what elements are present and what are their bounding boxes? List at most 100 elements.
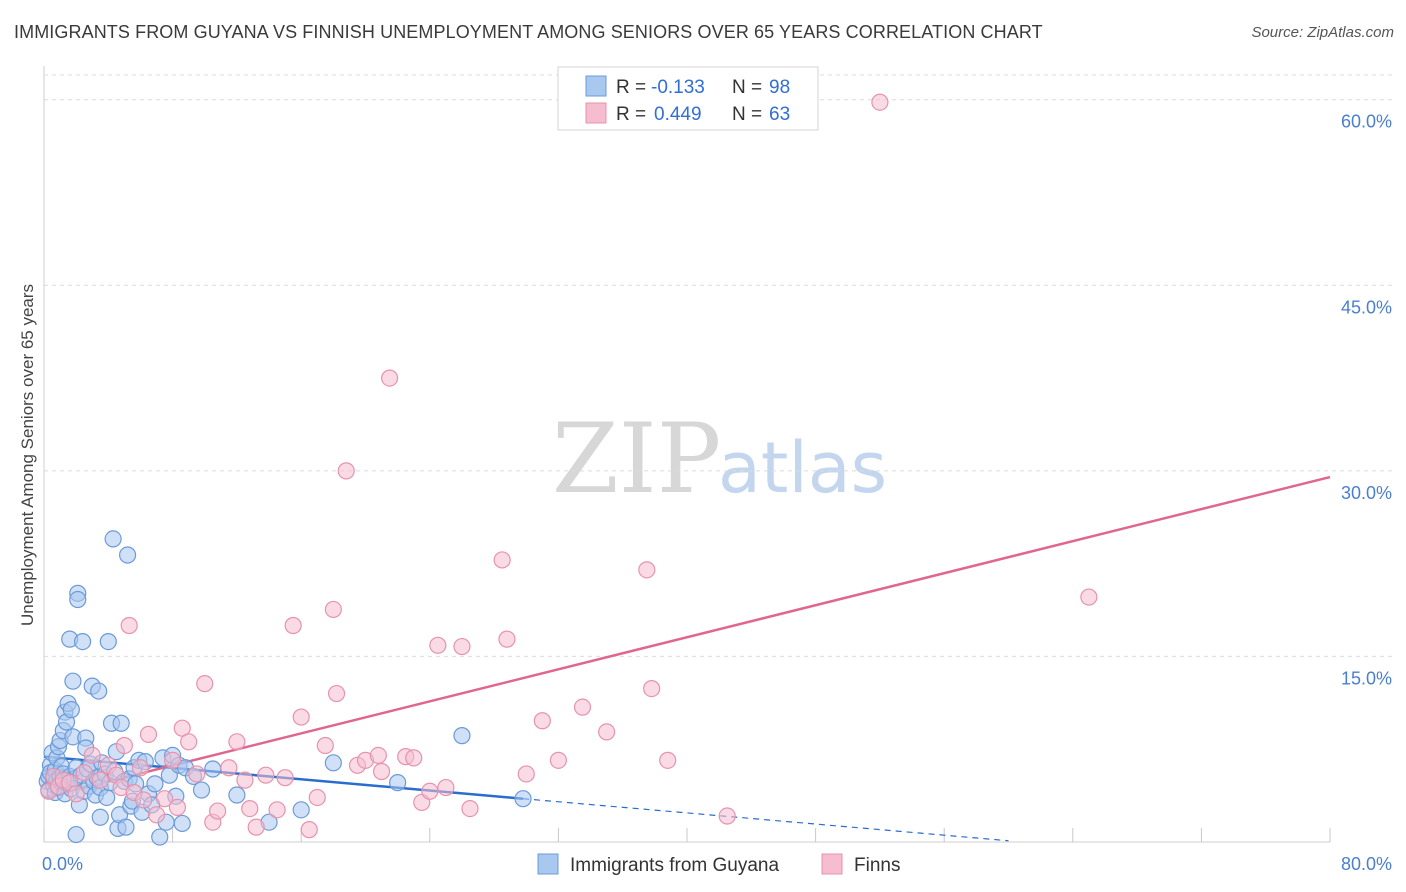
bottom-legend-swatch-pink [821,853,843,875]
data-point-finns [247,818,265,836]
data-point-finns [316,736,334,755]
data-point-finns [369,746,387,765]
trend-line-finns [43,475,1331,799]
data-point-finns [421,782,439,800]
data-point-finns [718,807,736,825]
data-point-finns [300,821,318,839]
data-point-finns [372,762,391,781]
data-point-guyana [514,790,532,808]
data-point-guyana [67,825,85,844]
data-point-finns [405,749,423,767]
y-tick-label: 45.0% [1341,297,1392,317]
data-point-finns [549,751,568,769]
data-point-guyana [173,814,191,833]
trend-line-guyana-extrapolated [522,798,1009,842]
data-point-guyana [69,590,87,609]
data-point-guyana [292,801,310,819]
watermark: ZIP atlas [552,403,887,515]
legend-n-value-1: 98 [769,77,790,98]
data-point-finns [461,799,479,818]
trend-lines [43,475,1331,842]
legend-r-value-2: 0.449 [654,104,702,125]
watermark-atlas: atlas [718,427,887,509]
data-point-finns [196,675,214,693]
y-tick-label: 30.0% [1341,483,1392,503]
data-point-finns [83,746,101,765]
data-point-guyana [104,530,122,548]
data-point-finns [75,764,93,782]
data-point-guyana [91,808,109,826]
y-tick-label: 60.0% [1341,112,1392,132]
data-point-finns [573,698,592,716]
data-point-finns [164,751,182,769]
legend-n-label-1: N = [732,77,762,98]
data-point-finns [517,765,535,783]
data-point-finns [180,733,198,751]
data-point-guyana [146,775,164,793]
data-point-finns [241,799,259,818]
bottom-legend-swatch-blue [537,853,559,875]
data-point-guyana [62,701,80,719]
data-point-finns [209,802,227,820]
data-point-finns [115,736,133,755]
data-point-finns [188,765,206,783]
legend-r-label-2: R = [616,104,646,125]
data-point-guyana [117,818,135,836]
data-point-finns [257,766,275,784]
data-point-finns [67,785,85,803]
data-point-finns [453,637,471,656]
data-point-guyana [99,632,117,651]
legend-swatch-pink [585,102,607,124]
bottom-legend-label-guyana: Immigrants from Guyana [570,855,779,876]
data-point-finns [131,759,150,777]
data-point-finns [638,561,656,579]
data-point-finns [324,600,342,619]
x-tick-label-max: 80.0% [1341,854,1392,874]
data-point-finns [276,769,294,787]
data-point-guyana [192,781,211,799]
legend-swatch-blue [585,75,607,97]
legend-r-value-1: -0.133 [651,77,705,98]
data-point-finns [147,806,166,824]
data-point-finns [268,801,286,819]
grid [44,74,1392,657]
legend-n-value-2: 63 [769,104,790,125]
data-point-finns [139,725,158,743]
x-tick-label-min: 0.0% [42,854,83,874]
data-point-finns [91,771,109,789]
data-point-finns [236,771,254,789]
data-point-finns [220,759,238,777]
legend: R = -0.133 N = 98 R = 0.449 N = 63 [557,66,819,131]
source-label: Source: ZipAtlas.com [1251,24,1394,41]
axes: 15.0% 30.0% 45.0% 60.0% 0.0% 80.0% [42,66,1392,874]
data-point-finns [284,616,302,635]
data-point-finns [498,630,516,648]
y-axis-label: Unemployment Among Seniors over 65 years [18,284,37,626]
data-point-guyana [73,632,92,651]
data-point-guyana [204,760,222,778]
data-point-finns [429,636,447,654]
data-point-finns [135,791,153,809]
data-point-guyana [151,828,169,846]
data-point-finns [155,790,174,808]
data-point-finns [437,778,455,797]
data-point-finns [659,751,677,769]
data-points [38,93,1098,846]
watermark-zip: ZIP [552,403,721,515]
data-point-guyana [98,788,116,807]
data-point-guyana [90,682,108,700]
data-point-finns [381,369,399,387]
data-point-finns [292,708,310,726]
data-point-finns [228,733,246,751]
data-point-finns [493,551,511,569]
bottom-legend-label-finns: Finns [854,855,900,876]
data-point-finns [120,616,138,635]
data-point-guyana [112,714,130,732]
data-point-finns [308,788,326,807]
data-point-finns [598,723,616,741]
data-point-guyana [453,727,471,745]
data-point-finns [643,679,661,698]
data-point-finns [168,798,187,816]
data-point-finns [327,684,346,703]
